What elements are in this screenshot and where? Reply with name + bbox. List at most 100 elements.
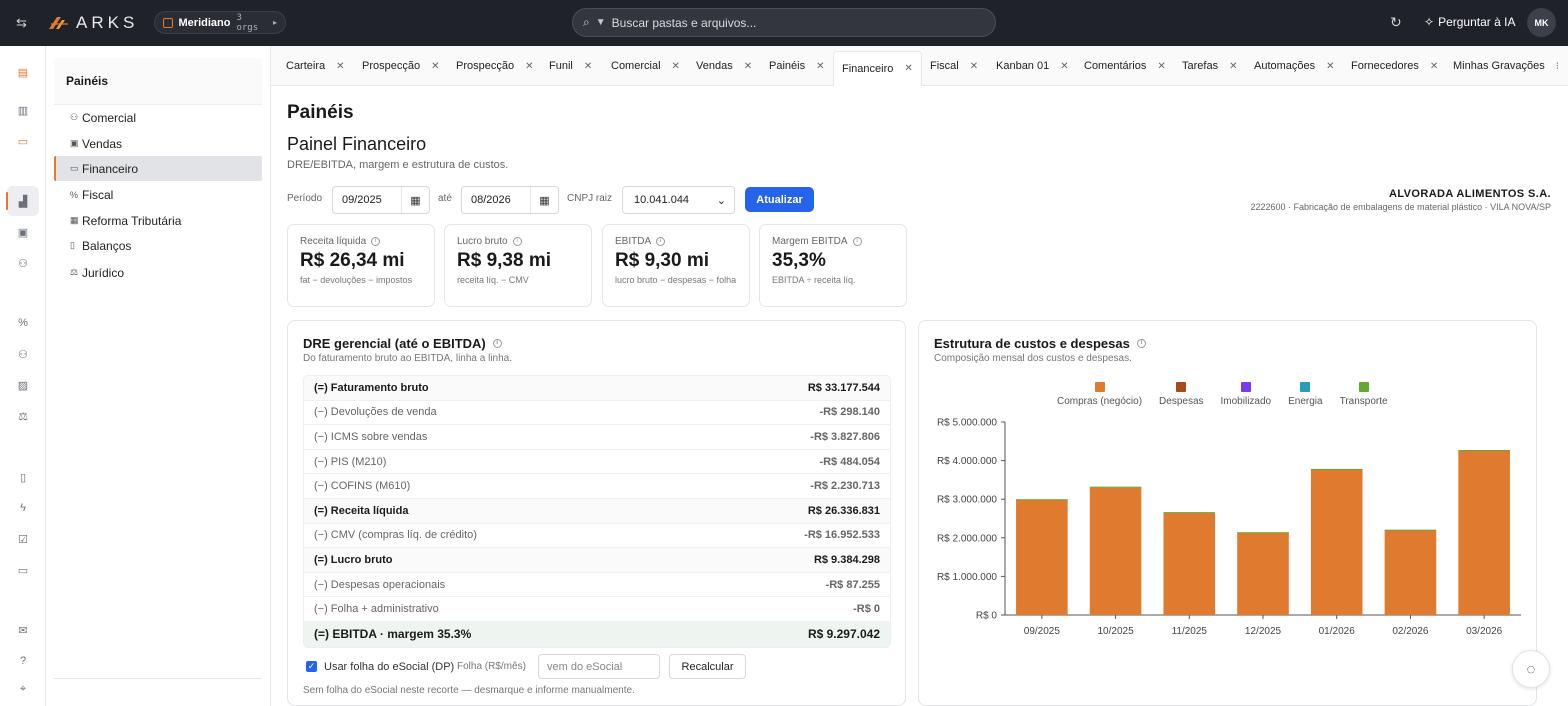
legend-label: Compras (negócio) (1057, 396, 1143, 407)
chat-button[interactable]: ◌ (1512, 650, 1550, 688)
book-icon[interactable]: ▯ (19, 471, 27, 484)
cnpj-select[interactable]: 10.041.044 ⌄ (622, 186, 735, 214)
tab-fornecedores[interactable]: Fornecedores ✕ (1351, 51, 1438, 81)
folder-icon[interactable]: ▭ (17, 135, 29, 148)
document-icon: ▯ (70, 240, 75, 250)
card-icon[interactable]: ▣ (17, 226, 29, 239)
period-to-field[interactable]: 08/2026 ▦ (461, 186, 559, 214)
tab-kanban-01[interactable]: Kanban 01 ✕ (996, 51, 1069, 81)
nav-item-balancos[interactable]: ▯ Balanços (54, 233, 262, 258)
ask-ai-button[interactable]: ✧ Perguntar à IA (1424, 15, 1515, 29)
tab-minhas-gravacoes[interactable]: Minhas Gravações ⁝ (1453, 51, 1559, 81)
close-icon[interactable]: ✕ (904, 63, 913, 74)
tab-paineis[interactable]: Painéis ✕ (769, 51, 824, 81)
tab-label: Comentários (1084, 60, 1147, 72)
chart-legend: Compras (negócio) Despesas Imobilizado Ener… (1057, 382, 1388, 407)
app-logo[interactable]: ARKS (48, 13, 138, 33)
close-icon[interactable]: ✕ (1157, 60, 1166, 72)
filter-icon[interactable]: ▼ (595, 17, 606, 28)
building-icon[interactable]: ▥ (17, 104, 29, 117)
nav-item-juridico[interactable]: ⚖ Jurídico (54, 260, 262, 285)
close-icon[interactable]: ✕ (743, 60, 753, 72)
calendar-icon[interactable]: ▦ (401, 187, 429, 213)
nav-item-comercial[interactable]: ⚇ Comercial (54, 105, 262, 130)
legend-item[interactable]: Compras (negócio) (1057, 382, 1142, 407)
info-icon[interactable]: i (371, 237, 381, 246)
nav-item-label: Balanços (82, 238, 132, 253)
dre-row: (=) Receita líquida R$ 26.336.831 (304, 498, 890, 524)
chart-icon[interactable]: ▟ (6, 186, 39, 216)
esocial-checkbox[interactable]: ✓ (306, 661, 317, 672)
mail-icon[interactable]: ✉ (18, 624, 28, 637)
close-icon[interactable]: ✕ (671, 60, 680, 72)
tab-label: Carteira (286, 60, 326, 72)
update-button[interactable]: Atualizar (745, 187, 814, 212)
close-icon[interactable]: ✕ (1429, 60, 1439, 72)
close-icon[interactable]: ✕ (583, 60, 593, 72)
legend-item[interactable]: Imobilizado (1221, 382, 1271, 407)
search-input[interactable]: Buscar pastas e arquivos... (611, 15, 757, 30)
bar-segment (1310, 469, 1363, 615)
users-icon[interactable]: ⚇ (18, 348, 28, 361)
people-icon[interactable]: ⚇ (18, 257, 28, 270)
refresh-icon[interactable]: ↻ (1390, 14, 1402, 30)
scale-icon[interactable]: ⚖ (18, 410, 28, 423)
chat-icon[interactable]: ▭ (17, 564, 29, 577)
close-icon[interactable]: ✕ (1060, 60, 1069, 72)
dre-row: (−) CMV (compras líq. de crédito) -R$ 16.… (304, 524, 890, 549)
tab-label: Financeiro (842, 62, 894, 75)
nav-item-financeiro[interactable]: ▭ Financeiro (54, 156, 262, 181)
tab-fiscal[interactable]: Fiscal ✕ (930, 51, 978, 81)
nav-item-reforma-tributaria[interactable]: ▦ Reforma Tributária (54, 208, 262, 233)
bar-segment (1384, 529, 1437, 531)
tab-prospeccao-2[interactable]: Prospecção ✕ (456, 51, 533, 81)
info-icon[interactable]: i (852, 237, 862, 246)
menu-toggle-icon[interactable]: ⇆ (16, 15, 27, 30)
sparkle-icon: ✧ (1424, 15, 1435, 29)
avatar[interactable]: MK (1527, 8, 1556, 37)
percent-icon[interactable]: % (18, 317, 28, 329)
nav-item-label: Financeiro (82, 161, 139, 176)
legend-item[interactable]: Energia (1288, 382, 1323, 407)
help-icon[interactable]: ? (19, 655, 27, 667)
org-switcher[interactable]: Meridiano 3 orgs ▸ (154, 11, 286, 34)
close-icon[interactable]: ✕ (816, 60, 825, 72)
info-icon[interactable]: i (656, 237, 666, 246)
legend-item[interactable]: Despesas (1159, 382, 1204, 407)
tab-carteira[interactable]: Carteira ✕ (286, 51, 345, 81)
image-icon[interactable]: ▨ (17, 379, 29, 392)
tab-comercial[interactable]: Comercial ✕ (611, 51, 680, 81)
dashboard-icon[interactable]: ▤ (17, 66, 29, 79)
x-tick-label: 09/2025 (1024, 626, 1061, 637)
close-icon[interactable]: ✕ (1326, 60, 1335, 72)
close-icon[interactable]: ✕ (525, 60, 534, 72)
global-search[interactable]: ⌕ ▼ Buscar pastas e arquivos... (572, 8, 996, 37)
calendar-icon[interactable]: ▦ (530, 187, 558, 213)
legend-label: Transporte (1339, 396, 1388, 407)
info-icon[interactable]: i (1136, 339, 1146, 348)
legend-item[interactable]: Transporte (1340, 382, 1388, 407)
close-icon[interactable]: ✕ (969, 60, 979, 72)
tab-tarefas[interactable]: Tarefas ✕ (1182, 51, 1237, 81)
nav-item-vendas[interactable]: ▣ Vendas (54, 131, 262, 156)
tab-comentarios[interactable]: Comentários ✕ (1084, 51, 1166, 81)
tab-automacoes[interactable]: Automações ✕ (1254, 51, 1335, 81)
nav-item-fiscal[interactable]: % Fiscal (54, 182, 262, 207)
tab-funil[interactable]: Funil ✕ (549, 51, 592, 81)
info-icon[interactable]: i (512, 237, 522, 246)
close-icon[interactable]: ✕ (431, 60, 440, 72)
close-icon[interactable]: ✕ (1229, 60, 1238, 72)
pin-icon[interactable]: ⌖ (19, 682, 27, 695)
tab-financeiro[interactable]: Financeiro ✕ (833, 51, 922, 86)
lightning-icon[interactable]: ϟ (20, 502, 26, 514)
recalculate-button[interactable]: Recalcular (669, 654, 746, 679)
close-icon[interactable]: ⁝ (1555, 60, 1559, 72)
tab-vendas[interactable]: Vendas ✕ (696, 51, 752, 81)
close-icon[interactable]: ✕ (336, 60, 345, 72)
checkbox-icon[interactable]: ☑ (18, 533, 28, 546)
info-icon[interactable]: i (492, 339, 502, 348)
folha-input[interactable]: vem do eSocial (538, 654, 660, 679)
period-from-field[interactable]: 09/2025 ▦ (332, 186, 430, 214)
tab-prospeccao[interactable]: Prospecção ✕ (362, 51, 439, 81)
tab-label: Vendas (696, 60, 733, 72)
